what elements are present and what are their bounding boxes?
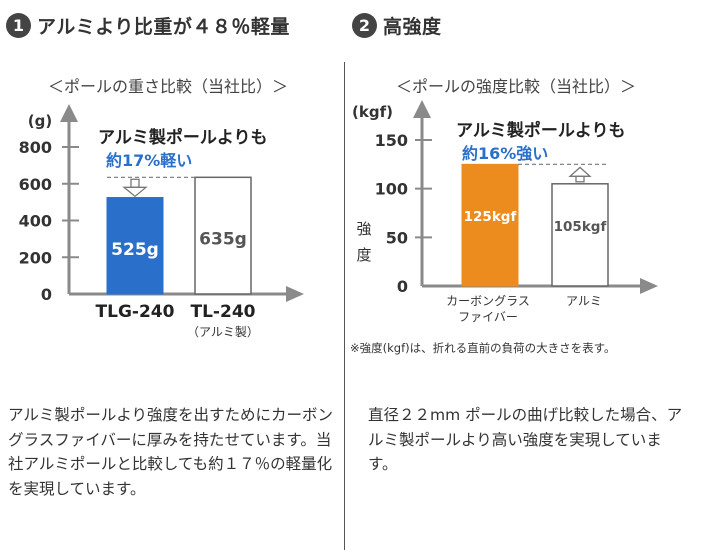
- strength-bar-carbon: [461, 163, 519, 287]
- weight-arrow-stem: [130, 178, 140, 188]
- weight-heading-text: アルミより比重が４８％軽量: [37, 16, 290, 38]
- weight-category-label: TLG-240: [96, 302, 175, 322]
- weight-heading: 1 アルミより比重が４８％軽量: [6, 12, 290, 39]
- strength-description: 直径２２mm ポールの曲げ比較した場合、アルミ製ポールより高い強度を実現していま…: [368, 406, 683, 473]
- weight-y-tick-label: 0: [41, 285, 52, 304]
- strength-annotation-line2: 約16%強い: [462, 144, 548, 163]
- strength-up-arrow-icon: [568, 166, 592, 177]
- weight-panel: 1 アルミより比重が４８％軽量 ＜ポールの重さ比較（当社比）＞ (g) 0 200 40…: [0, 0, 343, 550]
- strength-category-label: アルミ: [566, 294, 602, 308]
- strength-annotation-line1: アルミ製ポールよりも: [456, 120, 626, 141]
- strength-x-arrow: [640, 278, 658, 294]
- weight-bar-tlg-240: [106, 197, 164, 295]
- strength-y-tick-label: 0: [397, 277, 408, 296]
- weight-annotation-line2: 約17%軽い: [106, 151, 192, 170]
- strength-footnote: ※強度(kgf)は、折れる直前の負荷の大きさを表す。: [350, 341, 615, 355]
- weight-bar-value-label: 525g: [111, 240, 159, 260]
- strength-heading-text: 高強度: [383, 16, 442, 38]
- weight-category-label: TL-240: [191, 302, 256, 322]
- strength-bar-aluminum: [551, 183, 609, 287]
- weight-bar-value-label: 635g: [199, 230, 247, 250]
- strength-y-axis-label: 強: [356, 220, 371, 238]
- number-badge-1: 1: [6, 13, 31, 38]
- weight-y-tick-label: 400: [19, 212, 52, 231]
- strength-category-label: カーボングラス: [446, 294, 530, 308]
- weight-annotation-line1: アルミ製ポールよりも: [98, 127, 268, 148]
- strength-category-label: ファイバー: [458, 310, 518, 324]
- weight-category-sublabel: （アルミ製）: [187, 325, 259, 339]
- weight-y-tick-label: 200: [19, 248, 52, 267]
- strength-panel: 2 高強度 ＜ポールの強度比較（当社比）＞ (kgf) 強度 0 50 100 150 125…: [346, 0, 701, 550]
- weight-chart: ＜ポールの重さ比較（当社比）＞ (g) 0 200 400 600 800 525g TLG-2…: [19, 77, 304, 339]
- number-badge-2: 2: [352, 13, 377, 38]
- weight-y-tick-label: 800: [19, 138, 52, 157]
- panel-divider: [344, 62, 345, 550]
- strength-bar-value-label: 125kgf: [464, 209, 517, 225]
- weight-bar-tl-240: [194, 176, 252, 295]
- weight-y-arrow: [60, 104, 78, 122]
- strength-y-tick-label: 50: [386, 228, 408, 247]
- weight-description: アルミ製ポールより強度を出すためにカーボングラスファイバーに厚みを持たせています…: [8, 406, 334, 498]
- strength-bar-value-label: 105kgf: [554, 219, 607, 235]
- strength-y-arrow: [413, 100, 431, 118]
- strength-chart: ＜ポールの強度比較（当社比）＞(kgf) 強度 0 50 100 150 125kgf カーボ…: [350, 77, 658, 355]
- strength-arrow-stem: [575, 175, 585, 183]
- strength-unit-label: (kgf): [352, 103, 393, 121]
- strength-heading: 2 高強度: [352, 12, 442, 39]
- weight-unit-label: (g): [28, 112, 52, 130]
- weight-down-arrow-icon: [122, 186, 148, 198]
- strength-y-tick-label: 100: [375, 180, 408, 199]
- weight-chart-title: ＜ポールの重さ比較（当社比）＞: [48, 77, 288, 96]
- strength-y-axis-label: 度: [356, 246, 371, 264]
- weight-y-tick-label: 600: [19, 175, 52, 194]
- weight-x-arrow: [286, 286, 304, 302]
- strength-y-tick-label: 150: [375, 131, 408, 150]
- strength-chart-title: ＜ポールの強度比較（当社比）＞: [396, 77, 636, 96]
